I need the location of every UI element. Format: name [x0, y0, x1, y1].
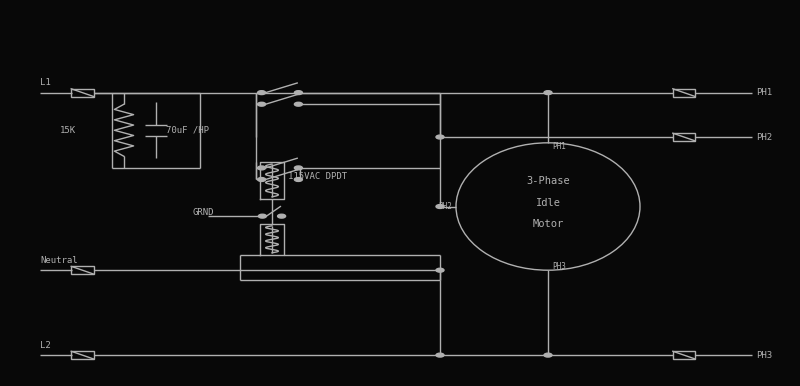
Bar — [673, 89, 695, 96]
Circle shape — [294, 178, 302, 181]
Circle shape — [258, 214, 266, 218]
Text: PH3: PH3 — [552, 262, 566, 271]
Text: PH1: PH1 — [552, 142, 566, 151]
Text: PH2: PH2 — [756, 132, 772, 142]
Circle shape — [544, 353, 552, 357]
Circle shape — [294, 102, 302, 106]
Circle shape — [544, 91, 552, 95]
Circle shape — [258, 91, 266, 95]
Text: GRND: GRND — [192, 208, 214, 217]
Circle shape — [436, 353, 444, 357]
Circle shape — [436, 135, 444, 139]
Text: PH2: PH2 — [438, 202, 452, 211]
Bar — [71, 89, 94, 96]
Text: 70uF /HP: 70uF /HP — [166, 126, 209, 135]
Text: Idle: Idle — [535, 198, 561, 208]
Circle shape — [258, 178, 266, 181]
Circle shape — [436, 268, 444, 272]
Text: PH3: PH3 — [756, 350, 772, 360]
Circle shape — [258, 102, 266, 106]
Text: 115VAC DPDT: 115VAC DPDT — [288, 172, 347, 181]
Circle shape — [278, 214, 286, 218]
Bar — [71, 351, 94, 359]
Circle shape — [258, 166, 266, 170]
Bar — [673, 351, 695, 359]
Text: PH1: PH1 — [756, 88, 772, 97]
Text: L2: L2 — [40, 341, 50, 350]
Text: L1: L1 — [40, 78, 50, 88]
Text: Motor: Motor — [532, 219, 564, 229]
Bar — [71, 266, 94, 274]
Circle shape — [294, 91, 302, 95]
Text: 3-Phase: 3-Phase — [526, 176, 570, 186]
Circle shape — [294, 166, 302, 170]
Text: Neutral: Neutral — [40, 256, 78, 265]
Bar — [673, 133, 695, 141]
Text: 15K: 15K — [60, 126, 76, 135]
Circle shape — [436, 205, 444, 208]
